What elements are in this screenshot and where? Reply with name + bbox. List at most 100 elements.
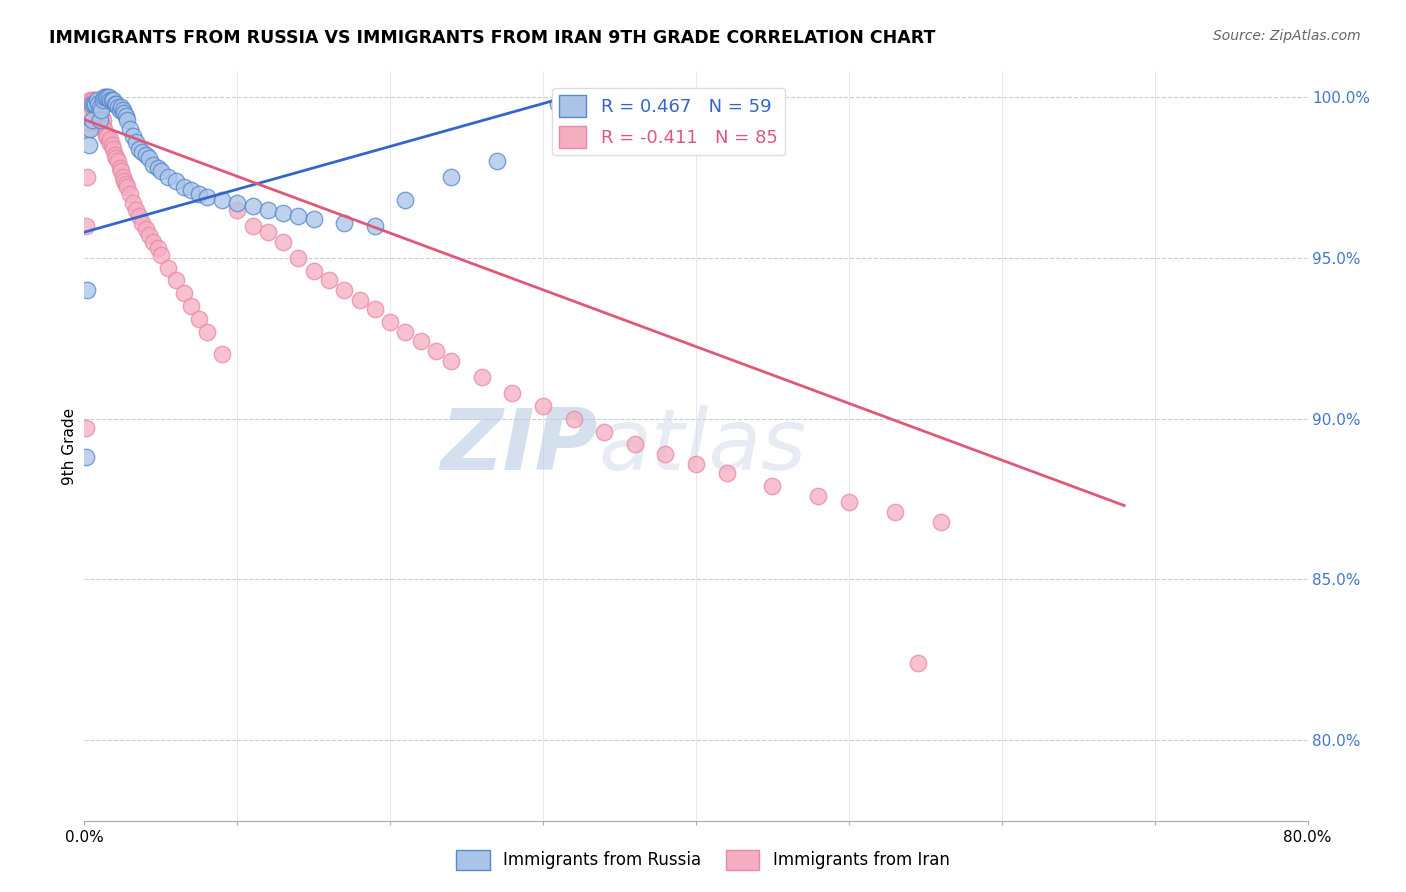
Point [242, 199, 264, 213]
Point [302, 212, 325, 227]
Point [349, 293, 371, 307]
Text: IMMIGRANTS FROM RUSSIA VS IMMIGRANTS FROM IRAN 9TH GRADE CORRELATION CHART: IMMIGRANTS FROM RUSSIA VS IMMIGRANTS FRO… [49, 29, 935, 46]
Point [333, 283, 356, 297]
Point [76, 122, 98, 136]
Text: atlas: atlas [598, 404, 806, 488]
Point [89, 112, 111, 127]
Point [112, 106, 135, 120]
Point [135, 148, 157, 162]
Point [271, 235, 294, 249]
Point [318, 273, 340, 287]
Point [883, 505, 905, 519]
Point [94, 128, 117, 143]
Point [87, 96, 110, 111]
Point [114, 177, 136, 191]
Point [562, 411, 585, 425]
Point [83, 93, 105, 107]
Point [105, 151, 128, 165]
Point [838, 495, 860, 509]
Point [91, 119, 114, 133]
Point [122, 196, 145, 211]
Point [138, 151, 160, 165]
Point [112, 174, 135, 188]
Point [108, 161, 131, 175]
Point [364, 219, 387, 233]
Point [157, 170, 180, 185]
Point [86, 103, 108, 117]
Point [440, 170, 463, 185]
Text: Source: ZipAtlas.com: Source: ZipAtlas.com [1213, 29, 1361, 43]
Point [111, 103, 134, 117]
Point [394, 325, 416, 339]
Point [89, 112, 111, 127]
Point [195, 325, 218, 339]
Point [257, 202, 280, 217]
Point [654, 447, 676, 461]
Point [89, 103, 111, 117]
Point [425, 344, 447, 359]
Point [131, 145, 153, 159]
Point [211, 347, 233, 361]
Point [111, 170, 134, 185]
Point [104, 148, 127, 162]
Point [302, 264, 325, 278]
Point [87, 106, 110, 120]
Point [96, 90, 118, 104]
Point [125, 135, 148, 149]
Point [165, 273, 187, 287]
Point [107, 154, 129, 169]
Point [79, 122, 101, 136]
Point [761, 479, 783, 493]
Legend: R = 0.467   N = 59, R = -0.411   N = 85: R = 0.467 N = 59, R = -0.411 N = 85 [553, 88, 785, 155]
Point [98, 132, 121, 146]
Point [173, 286, 195, 301]
Point [96, 128, 118, 143]
Point [257, 225, 280, 239]
Point [87, 100, 110, 114]
Point [91, 93, 114, 107]
Point [98, 93, 121, 107]
Point [287, 209, 309, 223]
Point [226, 202, 249, 217]
Point [75, 219, 97, 233]
Point [93, 122, 115, 136]
Point [110, 164, 132, 178]
Point [271, 206, 294, 220]
Point [142, 235, 165, 249]
Point [364, 302, 387, 317]
Point [685, 457, 707, 471]
Point [287, 251, 309, 265]
Point [86, 96, 108, 111]
Point [105, 96, 128, 111]
Point [83, 96, 105, 111]
Point [131, 215, 153, 229]
Point [101, 138, 124, 153]
Point [716, 467, 738, 481]
Point [94, 90, 117, 104]
Point [180, 299, 202, 313]
Point [93, 90, 115, 104]
Point [104, 96, 127, 111]
Point [593, 425, 616, 439]
Point [211, 193, 233, 207]
Point [76, 170, 98, 185]
Point [242, 219, 264, 233]
Point [103, 93, 125, 107]
Point [188, 312, 211, 326]
Point [114, 109, 136, 123]
Point [79, 93, 101, 107]
Point [77, 116, 100, 130]
Point [929, 515, 952, 529]
Point [333, 215, 356, 229]
Point [157, 260, 180, 275]
Point [80, 93, 103, 107]
Point [531, 399, 554, 413]
Point [149, 164, 172, 178]
Point [80, 96, 103, 111]
Point [80, 100, 103, 114]
Point [120, 122, 142, 136]
Point [138, 228, 160, 243]
Point [624, 437, 647, 451]
Point [195, 190, 218, 204]
Point [486, 154, 509, 169]
